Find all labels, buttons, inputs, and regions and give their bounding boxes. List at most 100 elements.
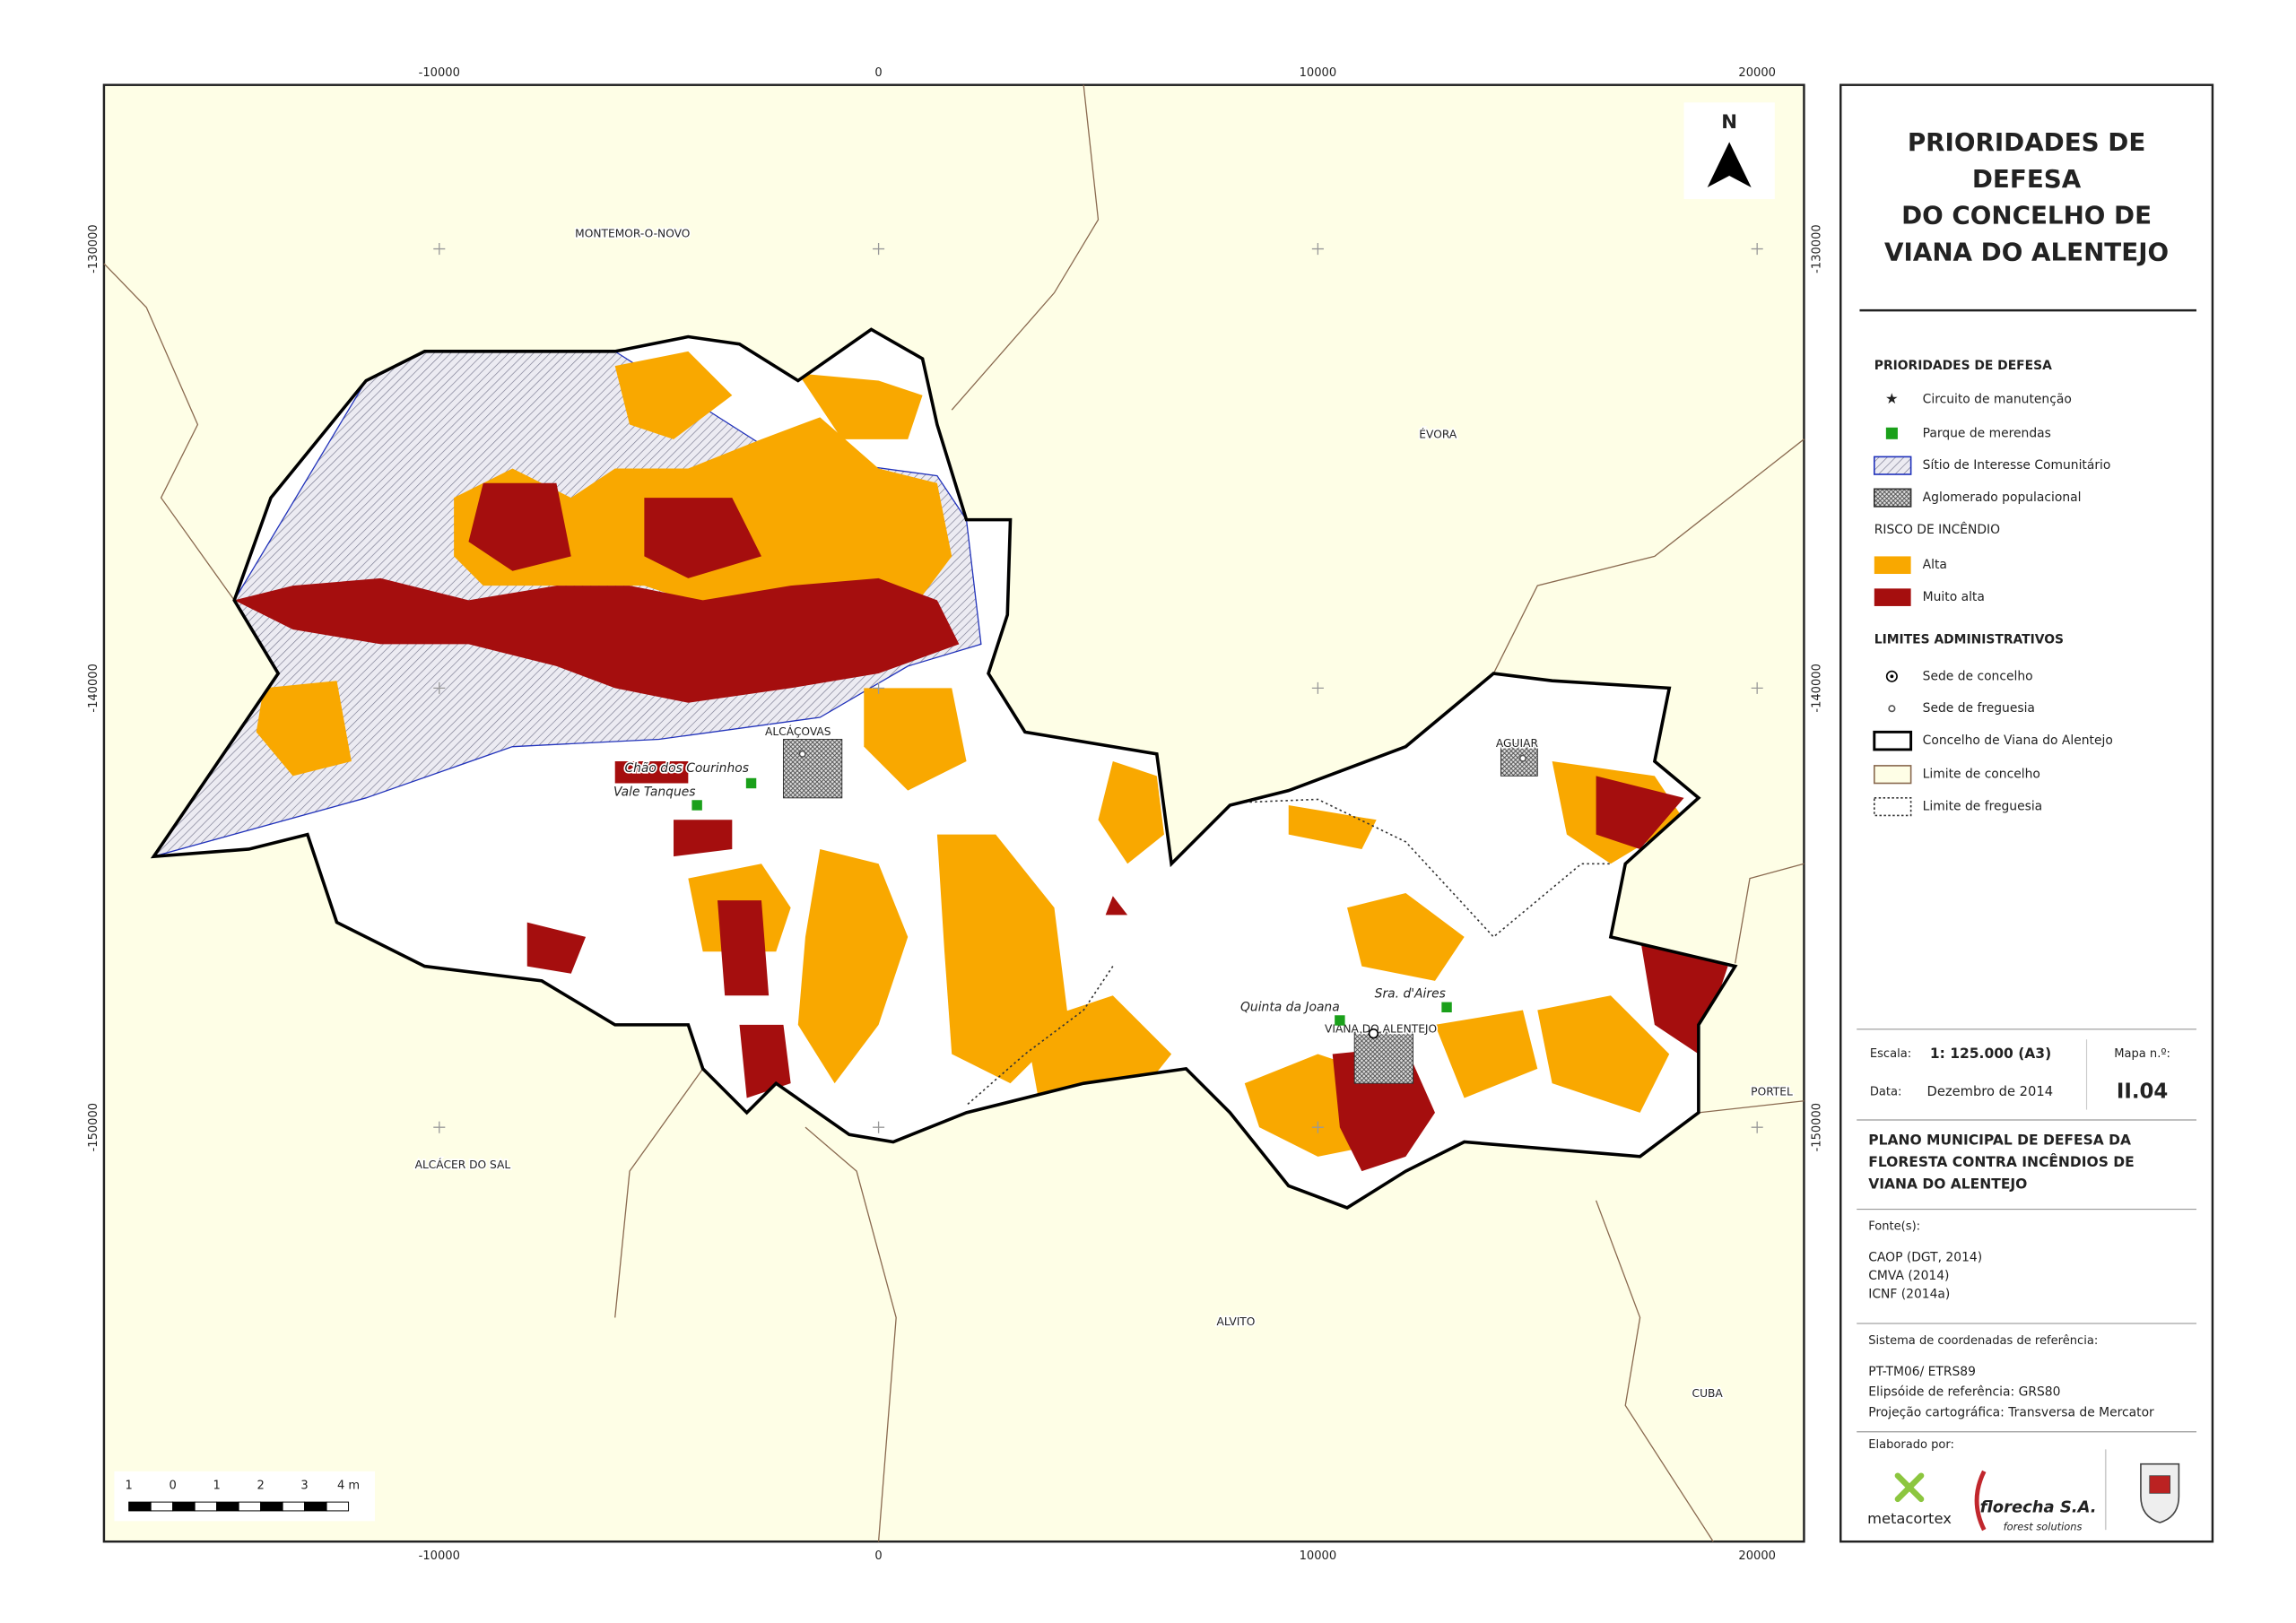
risk-high bbox=[1288, 804, 1377, 849]
legend-symbol bbox=[1873, 765, 1912, 785]
legend-item: Parque de merendas bbox=[1923, 426, 2051, 440]
scale-box bbox=[114, 1471, 375, 1522]
risk-very-high bbox=[468, 482, 571, 571]
legend-title: VIANA DO ALENTEJO bbox=[1884, 237, 2169, 266]
legend-item: Sede de freguesia bbox=[1923, 701, 2035, 716]
grid-cross bbox=[1311, 1121, 1324, 1133]
map-content: MONTEMOR-O-NOVO ÉVORA ALCÁCER DO SAL ALVITO… bbox=[103, 84, 1805, 1542]
risk-very-high bbox=[718, 900, 770, 996]
legend-heading: PRIORIDADES DE DEFESA bbox=[1874, 359, 2052, 373]
source: CMVA (2014) bbox=[1868, 1269, 1949, 1283]
place-label: ÉVORA bbox=[1419, 427, 1457, 440]
legend-item: Aglomerado populacional bbox=[1923, 490, 2082, 505]
legend-item: Sede de concelho bbox=[1923, 669, 2033, 683]
place-label: ALCÁCER DO SAL bbox=[415, 1158, 511, 1171]
picnic-park bbox=[1335, 1015, 1345, 1026]
grid-cross bbox=[873, 243, 885, 256]
scale-segment bbox=[128, 1501, 152, 1512]
florecha-icon bbox=[1974, 1470, 1987, 1532]
grid-cross bbox=[1311, 243, 1324, 256]
legend: PRIORIDADES DE DEFESA DO CONCELHO DE VIANA … bbox=[1857, 127, 2196, 1532]
site-label: Vale Tanques bbox=[613, 785, 696, 799]
neighbour-boundary bbox=[1735, 863, 1805, 964]
scale-key: Escala: bbox=[1870, 1047, 1911, 1061]
county-seat bbox=[1368, 1028, 1379, 1039]
neighbour-boundary bbox=[614, 1068, 704, 1318]
legend-title: DEFESA bbox=[1972, 164, 2082, 194]
legend-item: Alta bbox=[1923, 558, 1947, 572]
crs: Projeção cartográfica: Transversa de Mer… bbox=[1868, 1406, 2154, 1420]
grid-label-right: -150000 bbox=[1811, 1103, 1824, 1152]
scale-label: 3 bbox=[300, 1480, 308, 1493]
scale-segment bbox=[172, 1501, 196, 1512]
north-label: N bbox=[1721, 111, 1737, 134]
settlement bbox=[1500, 742, 1538, 777]
date-key: Data: bbox=[1870, 1085, 1902, 1098]
legend-symbol bbox=[1873, 456, 1912, 475]
plan-title: PLANO MUNICIPAL DE DEFESA DA bbox=[1868, 1132, 2131, 1148]
scale-segment bbox=[216, 1501, 239, 1512]
neighbour-boundary bbox=[103, 263, 235, 601]
site-label: Quinta da Joana bbox=[1240, 1000, 1340, 1014]
place-label: AGUIAR bbox=[1496, 737, 1539, 750]
map-no: II.04 bbox=[2117, 1080, 2168, 1103]
grid-cross bbox=[1751, 1121, 1763, 1133]
risk-very-high bbox=[739, 1024, 791, 1098]
scale-label: 1 bbox=[213, 1480, 220, 1493]
parish-seat bbox=[798, 750, 806, 758]
scale-segment bbox=[150, 1501, 174, 1512]
metacortex-icon bbox=[1894, 1472, 1925, 1503]
grid-label-top: 10000 bbox=[1300, 66, 1337, 80]
source: ICNF (2014a) bbox=[1868, 1287, 1950, 1301]
risk-high bbox=[1435, 1010, 1538, 1098]
place-label: PORTEL bbox=[1751, 1085, 1793, 1098]
scale-segment bbox=[326, 1501, 350, 1512]
plan-title: VIANA DO ALENTEJO bbox=[1868, 1176, 2027, 1192]
source: CAOP (DGT, 2014) bbox=[1868, 1250, 1982, 1264]
crs: PT-TM06/ ETRS89 bbox=[1868, 1365, 1976, 1379]
grid-cross bbox=[1311, 681, 1324, 694]
legend-symbol bbox=[1873, 488, 1912, 508]
grid-label-bottom: 0 bbox=[874, 1549, 882, 1563]
grid-cross bbox=[433, 681, 446, 694]
risk-very-high bbox=[234, 577, 960, 703]
grid-cross bbox=[873, 1121, 885, 1133]
place-label: MONTEMOR-O-NOVO bbox=[575, 228, 690, 240]
risk-high bbox=[614, 351, 733, 439]
grid-label-bottom: -10000 bbox=[419, 1549, 460, 1563]
legend-item: Muito alta bbox=[1923, 590, 1985, 604]
parish-seat bbox=[1518, 754, 1527, 762]
risk-very-high bbox=[1596, 776, 1684, 849]
scale-label: 4 m bbox=[337, 1480, 360, 1493]
legend-symbol bbox=[1888, 705, 1896, 713]
risk-very-high bbox=[1105, 896, 1128, 916]
date-value: Dezembro de 2014 bbox=[1927, 1084, 2054, 1099]
grid-label-right: -130000 bbox=[1811, 224, 1824, 273]
grid-cross bbox=[1751, 243, 1763, 256]
legend-symbol bbox=[1890, 674, 1894, 679]
crs: Elipsóide de referência: GRS80 bbox=[1868, 1385, 2060, 1400]
legend-title: PRIORIDADES DE bbox=[1908, 127, 2145, 157]
grid-label-left: -130000 bbox=[87, 224, 100, 273]
risk-very-high bbox=[526, 922, 587, 974]
scale-segment bbox=[304, 1501, 327, 1512]
neighbour-boundary bbox=[951, 84, 1100, 411]
grid-label-right: -140000 bbox=[1811, 664, 1824, 713]
crs-key: Sistema de coordenadas de referência: bbox=[1868, 1334, 2098, 1348]
logo-metacortex: metacortex bbox=[1867, 1510, 1952, 1527]
picnic-park bbox=[691, 800, 702, 811]
scale-segment bbox=[194, 1501, 218, 1512]
grid-label-top: -10000 bbox=[419, 66, 460, 80]
risk-very-high bbox=[674, 820, 733, 857]
risk-very-high bbox=[614, 761, 689, 784]
settlement bbox=[1353, 1031, 1413, 1084]
logo-florecha: florecha S.A. bbox=[1980, 1498, 2097, 1517]
neighbour-boundary bbox=[1595, 1200, 1714, 1542]
neighbour-boundary bbox=[804, 1126, 897, 1542]
grid-label-bottom: 20000 bbox=[1738, 1549, 1776, 1563]
scale-value: 1: 125.000 (A3) bbox=[1930, 1046, 2051, 1062]
scale-label: 2 bbox=[257, 1480, 264, 1493]
grid-label-left: -150000 bbox=[87, 1103, 100, 1152]
